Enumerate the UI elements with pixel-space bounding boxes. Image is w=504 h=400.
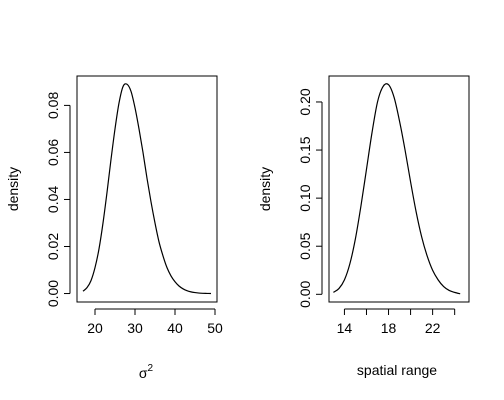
- squared-superscript: 2: [148, 363, 154, 374]
- spatial-range-x-tick-label: 22: [425, 320, 441, 336]
- panel-sigma2-x-axis: 20 30 40 50: [87, 308, 223, 336]
- panel-spatial-range-x-axis: 14 18 22: [337, 308, 456, 336]
- spatial-range-y-tick-label: 0.15: [297, 136, 313, 163]
- sigma2-x-tick-label: 20: [87, 320, 103, 336]
- panel-sigma2: 0.00 0.02 0.04 0.06 0.08 20 30 40 50 density σ2: [5, 75, 223, 381]
- panel-sigma2-x-label: σ2: [139, 363, 154, 381]
- sigma2-y-tick-label: 0.04: [45, 186, 61, 213]
- panel-spatial-range-density-curve: [333, 83, 461, 295]
- panel-spatial-range-y-axis: 0.00 0.05 0.10 0.15 0.20: [297, 88, 323, 308]
- sigma2-x-tick-label: 40: [167, 320, 183, 336]
- sigma2-x-tick-label: 50: [207, 320, 223, 336]
- spatial-range-x-tick-label: 18: [381, 320, 397, 336]
- panel-spatial-range-y-label: density: [257, 167, 273, 211]
- spatial-range-y-tick-label: 0.20: [297, 88, 313, 115]
- spatial-range-y-tick-label: 0.05: [297, 232, 313, 259]
- spatial-range-y-tick-label: 0.00: [297, 280, 313, 307]
- sigma2-y-tick-label: 0.00: [45, 280, 61, 307]
- panel-sigma2-y-axis: 0.00 0.02 0.04 0.06 0.08: [45, 92, 71, 307]
- panel-spatial-range-x-label: spatial range: [357, 362, 437, 378]
- panel-sigma2-y-label: density: [5, 167, 21, 211]
- sigma2-y-tick-label: 0.06: [45, 139, 61, 166]
- sigma2-x-tick-label: 30: [127, 320, 143, 336]
- sigma2-y-tick-label: 0.02: [45, 233, 61, 260]
- spatial-range-y-tick-label: 0.10: [297, 184, 313, 211]
- panel-sigma2-frame: [76, 75, 218, 303]
- panel-spatial-range: 0.00 0.05 0.10 0.15 0.20 14 18 22 density spat…: [257, 75, 470, 378]
- panel-spatial-range-frame: [328, 75, 470, 303]
- spatial-range-x-tick-label: 14: [337, 320, 353, 336]
- panel-sigma2-density-curve: [82, 83, 212, 295]
- sigma-symbol: σ: [139, 365, 148, 381]
- sigma2-y-tick-label: 0.08: [45, 92, 61, 119]
